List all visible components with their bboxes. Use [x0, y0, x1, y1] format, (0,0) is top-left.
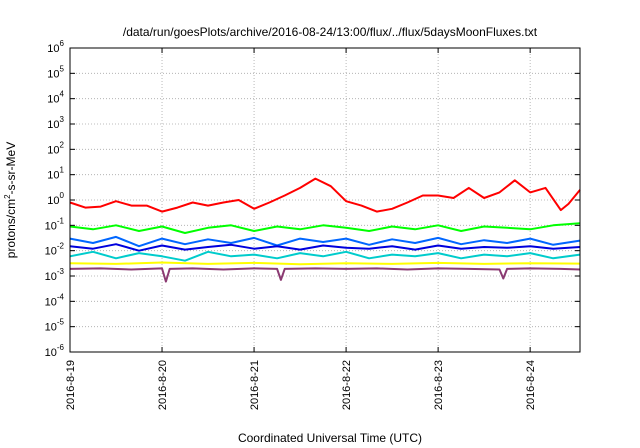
series-line-3 — [69, 250, 581, 262]
y-tick-label: 104 — [47, 90, 64, 106]
x-tick-label: 2016-8-20 — [157, 360, 169, 410]
y-tick-label: 101 — [47, 166, 64, 182]
y-tick-label: 10-3 — [45, 267, 65, 283]
y-axis-label: protons/cm2-s-sr-MeV — [3, 142, 18, 258]
y-tick-label: 100 — [47, 191, 64, 207]
series-line-6 — [69, 261, 581, 266]
x-tick-label: 2016-8-19 — [65, 360, 77, 410]
y-tick-label: 10-5 — [45, 318, 65, 334]
series-line-5 — [69, 243, 581, 252]
x-tick-label: 2016-8-23 — [433, 360, 445, 410]
y-tick-label: 10-2 — [45, 242, 65, 258]
series-line-1 — [69, 177, 581, 213]
y-axis-label-pre: protons/cm — [4, 199, 18, 258]
y-axis-ticks: 10-6 10-5 10-4 10-3 10-2 10-1 100 101 102 103 104 1… — [45, 39, 580, 359]
series-line-4 — [69, 235, 581, 248]
x-tick-label: 2016-8-22 — [341, 360, 353, 410]
series-layer — [69, 177, 581, 283]
x-tick-label: 2016-8-24 — [525, 360, 537, 410]
y-tick-label: 10-6 — [45, 343, 65, 359]
y-tick-label: 102 — [47, 140, 64, 156]
series-line-2 — [69, 222, 581, 234]
series-line-7 — [69, 267, 581, 283]
x-axis-label: Coordinated Universal Time (UTC) — [238, 431, 422, 445]
y-tick-label: 10-1 — [45, 216, 65, 232]
x-tick-label: 2016-8-21 — [249, 360, 261, 410]
y-tick-label: 105 — [47, 64, 64, 80]
y-tick-label: 106 — [47, 39, 64, 55]
x-axis-ticks: 2016-8-19 2016-8-20 2016-8-21 2016-8-22 2016… — [65, 48, 537, 410]
y-axis-label-post: -s-sr-MeV — [4, 142, 18, 195]
grid — [70, 48, 580, 352]
y-tick-label: 10-4 — [45, 292, 65, 308]
chart-title: /data/run/goesPlots/archive/2016-08-24/1… — [123, 25, 538, 39]
y-axis-label-exp: 2 — [3, 194, 12, 199]
y-tick-label: 103 — [47, 115, 64, 131]
